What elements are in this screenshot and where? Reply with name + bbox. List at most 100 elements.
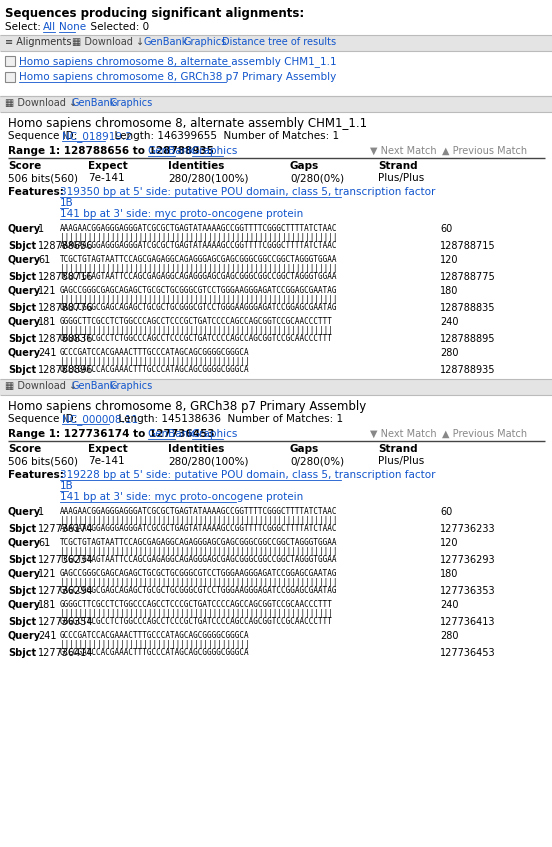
- Text: Score: Score: [8, 444, 41, 454]
- Text: Query: Query: [8, 600, 41, 610]
- Text: 128788835: 128788835: [440, 303, 496, 313]
- Text: Select:: Select:: [5, 22, 44, 32]
- Text: Sbjct: Sbjct: [8, 586, 36, 596]
- Text: 128788716: 128788716: [38, 272, 93, 282]
- Text: Query: Query: [8, 538, 41, 548]
- Text: 121: 121: [38, 569, 56, 579]
- Text: ▦ Download ↓: ▦ Download ↓: [5, 381, 77, 391]
- Bar: [5, 56, 15, 66]
- Text: GAGCCGGGCGAGCAGAGCTGCGCTGCGGGCGTCCTGGGAAGGGAGATCCGGAGCGAATAG: GAGCCGGGCGAGCAGAGCTGCGCTGCGGGCGTCCTGGGAA…: [60, 569, 337, 578]
- Text: 127736294: 127736294: [38, 586, 94, 596]
- Text: GAGCCGGGCGAGCAGAGCTGCGCTGCGGGCGTCCTGGGAAGGGAGATCCGGAGCGAATAG: GAGCCGGGCGAGCAGAGCTGCGCTGCGGGCGTCCTGGGAA…: [60, 286, 337, 295]
- Text: 7e-141: 7e-141: [88, 173, 125, 183]
- Text: ▼ Next Match: ▼ Next Match: [370, 146, 437, 156]
- Text: |||||||||||||||||||||||||||||||||||||||||: ||||||||||||||||||||||||||||||||||||||||…: [60, 640, 250, 649]
- Text: Gaps: Gaps: [290, 161, 319, 171]
- Text: 127736293: 127736293: [440, 555, 496, 565]
- Text: |||||||||||||||||||||||||||||||||||||||||||||||||||||||||||: ||||||||||||||||||||||||||||||||||||||||…: [60, 326, 333, 335]
- Text: Graphics: Graphics: [110, 98, 153, 108]
- Text: NC_000008.11: NC_000008.11: [62, 414, 139, 425]
- Text: 141 bp at 3' side: myc proto-oncogene protein: 141 bp at 3' side: myc proto-oncogene pr…: [60, 492, 303, 502]
- Text: GAGCCGGGCGAGCAGAGCTGCGCTGCGGGCGTCCTGGGAAGGGAGATCCGGAGCGAATAG: GAGCCGGGCGAGCAGAGCTGCGCTGCGGGCGTCCTGGGAA…: [60, 303, 337, 312]
- Text: GGGGCTTCGCCTCTGGCCCAGCCTCCCGCTGATCCCCAGCCAGCGGTCCGCAACCCTTT: GGGGCTTCGCCTCTGGCCCAGCCTCCCGCTGATCCCCAGC…: [60, 600, 333, 609]
- Text: Sbjct: Sbjct: [8, 241, 36, 251]
- Bar: [5, 72, 15, 82]
- Text: Sbjct: Sbjct: [8, 617, 36, 627]
- Text: ||||||||||||||||||||||||||||||||||||||||||||||||||||||||||||: ||||||||||||||||||||||||||||||||||||||||…: [60, 264, 337, 273]
- Text: 127736354: 127736354: [38, 617, 94, 627]
- Text: 0/280(0%): 0/280(0%): [290, 456, 344, 466]
- Text: Query: Query: [8, 348, 41, 358]
- Text: ▲ Previous Match: ▲ Previous Match: [442, 146, 527, 156]
- Text: 240: 240: [440, 317, 459, 327]
- Text: GenBank: GenBank: [148, 429, 195, 439]
- Text: 506 bits(560): 506 bits(560): [8, 456, 78, 466]
- Text: NC_018919.2: NC_018919.2: [62, 131, 132, 142]
- Text: 181: 181: [38, 317, 56, 327]
- Text: Homo sapiens chromosome 8, GRCh38 p7 Primary Assembly: Homo sapiens chromosome 8, GRCh38 p7 Pri…: [19, 72, 336, 82]
- Text: ▦ Download ↓: ▦ Download ↓: [5, 98, 77, 108]
- Text: |||||||||||||||||||||||||||||||||||||||||: ||||||||||||||||||||||||||||||||||||||||…: [60, 357, 250, 366]
- Text: 127736453: 127736453: [440, 648, 496, 658]
- Text: 127736414: 127736414: [38, 648, 93, 658]
- Text: Graphics: Graphics: [192, 146, 238, 156]
- Text: TCGCTGTAGTAATTCCAGCGAGAGGCAGAGGGAGCGAGCGGGCGGCCGGCTAGGGTGGAA: TCGCTGTAGTAATTCCAGCGAGAGGCAGAGGGAGCGAGCG…: [60, 538, 337, 547]
- Text: 61: 61: [38, 255, 50, 265]
- Text: Identities: Identities: [168, 161, 224, 171]
- Text: GenBank: GenBank: [72, 98, 116, 108]
- Text: 60: 60: [440, 224, 452, 234]
- Text: ||||||||||||||||||||||||||||||||||||||||||||||||||||||||||||: ||||||||||||||||||||||||||||||||||||||||…: [60, 295, 337, 304]
- Text: Range 1: 128788656 to 128788935: Range 1: 128788656 to 128788935: [8, 146, 214, 156]
- Text: ▼ Next Match: ▼ Next Match: [370, 429, 437, 439]
- Text: Homo sapiens chromosome 8, alternate assembly CHM1_1.1: Homo sapiens chromosome 8, alternate ass…: [19, 56, 337, 67]
- Text: 319350 bp at 5' side: putative POU domain, class 5, transcription factor: 319350 bp at 5' side: putative POU domai…: [60, 187, 436, 197]
- Text: TCGCTGTAGTAATTCCAGCGAGAGGCAGAGGGAGCGAGCGGGCGGCCGGCTAGGGTGGAA: TCGCTGTAGTAATTCCAGCGAGAGGCAGAGGGAGCGAGCG…: [60, 555, 337, 564]
- Text: Query: Query: [8, 286, 41, 296]
- Text: Sbjct: Sbjct: [8, 272, 36, 282]
- Text: ≡ Alignments: ≡ Alignments: [5, 37, 72, 47]
- Text: 241: 241: [38, 348, 56, 358]
- Text: Graphics: Graphics: [183, 37, 226, 47]
- Text: 128788775: 128788775: [440, 272, 496, 282]
- Text: AAAGAACGGAGGGAGGGATCGCGCTGAGTATAAAAGCCGGTTTTCGGGCTTTTATCTAAC: AAAGAACGGAGGGAGGGATCGCGCTGAGTATAAAAGCCGG…: [60, 241, 337, 250]
- Text: Query: Query: [8, 569, 41, 579]
- Text: 1: 1: [38, 507, 44, 517]
- Text: GCCCGATCCACGAAACTTTGCCCATAGCAGCGGGGCGGGCA: GCCCGATCCACGAAACTTTGCCCATAGCAGCGGGGCGGGC…: [60, 348, 250, 357]
- Text: 7e-141: 7e-141: [88, 456, 125, 466]
- Text: 60: 60: [440, 507, 452, 517]
- Text: ▦ Download ↓: ▦ Download ↓: [72, 37, 144, 47]
- Bar: [0, 96, 552, 112]
- Text: 127736233: 127736233: [440, 524, 496, 534]
- Text: 128788836: 128788836: [38, 334, 93, 344]
- Text: 180: 180: [440, 286, 458, 296]
- Text: 280: 280: [440, 631, 459, 641]
- Text: ||||||||||||||||||||||||||||||||||||||||||||||||||||||||||||: ||||||||||||||||||||||||||||||||||||||||…: [60, 547, 337, 556]
- Text: Sbjct: Sbjct: [8, 555, 36, 565]
- Text: Expect: Expect: [88, 161, 128, 171]
- Text: Graphics: Graphics: [110, 381, 153, 391]
- Text: GCCCGATCCACGAAACTTTGCCCATAGCAGCGGGGCGGGCA: GCCCGATCCACGAAACTTTGCCCATAGCAGCGGGGCGGGC…: [60, 648, 250, 657]
- Text: Query: Query: [8, 224, 41, 234]
- Text: GAGCCGGGCGAGCAGAGCTGCGCTGCGGGCGTCCTGGGAAGGGAGATCCGGAGCGAATAG: GAGCCGGGCGAGCAGAGCTGCGCTGCGGGCGTCCTGGGAA…: [60, 586, 337, 595]
- Text: |||||||||||||||||||||||||||||||||||||||||||||||||||||||||||: ||||||||||||||||||||||||||||||||||||||||…: [60, 609, 333, 618]
- Text: 128788776: 128788776: [38, 303, 94, 313]
- Text: Sequence ID:: Sequence ID:: [8, 414, 81, 424]
- Text: Sbjct: Sbjct: [8, 334, 36, 344]
- Text: 280/280(100%): 280/280(100%): [168, 173, 248, 183]
- Text: Query: Query: [8, 255, 41, 265]
- Text: 128788896: 128788896: [38, 365, 93, 375]
- Text: AAAGAACGGAGGGAGGGATCGCGCTGAGTATAAAAGCCGGTTTTCGGGCTTTTATCTAAC: AAAGAACGGAGGGAGGGATCGCGCTGAGTATAAAAGCCGG…: [60, 224, 337, 233]
- Text: 127736234: 127736234: [38, 555, 94, 565]
- Text: 61: 61: [38, 538, 50, 548]
- Text: 181: 181: [38, 600, 56, 610]
- Text: Plus/Plus: Plus/Plus: [378, 173, 424, 183]
- Text: ▲ Previous Match: ▲ Previous Match: [442, 429, 527, 439]
- Text: 1B: 1B: [60, 198, 74, 208]
- Text: 1: 1: [38, 224, 44, 234]
- Text: 280/280(100%): 280/280(100%): [168, 456, 248, 466]
- Text: Sequences producing significant alignments:: Sequences producing significant alignmen…: [5, 7, 304, 20]
- Text: Query: Query: [8, 507, 41, 517]
- Text: ||||||||||||||||||||||||||||||||||||||||||||||||||||||||||||: ||||||||||||||||||||||||||||||||||||||||…: [60, 578, 337, 587]
- Text: GCCCGATCCACGAAACTTTGCCCATAGCAGCGGGGCGGGCA: GCCCGATCCACGAAACTTTGCCCATAGCAGCGGGGCGGGC…: [60, 365, 250, 374]
- Text: Query: Query: [8, 317, 41, 327]
